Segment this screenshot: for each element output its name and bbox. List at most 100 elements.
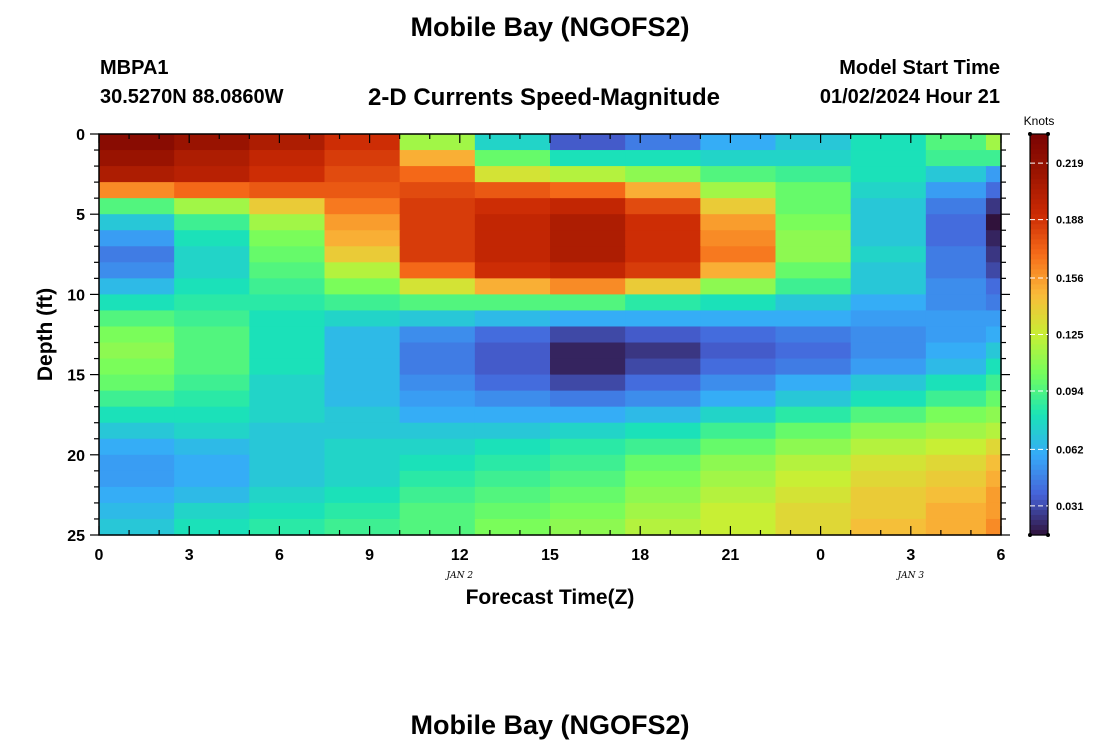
heatmap-cell [700, 166, 777, 183]
date-label: JAN 2 [445, 571, 474, 581]
heatmap-cell [925, 246, 987, 263]
heatmap-cell [700, 486, 777, 504]
heatmap-cell [775, 406, 852, 424]
y-tick-label: 20 [67, 448, 85, 465]
heatmap-cell [550, 230, 626, 247]
colorbar-tick-label: 0.219 [1056, 158, 1084, 170]
colorbar-segment [1030, 529, 1048, 536]
colorbar-corner-dot [1046, 132, 1050, 136]
heatmap-cell [249, 470, 326, 488]
heatmap-cell [474, 198, 551, 215]
heatmap-cell [700, 294, 777, 312]
heatmap-cell [700, 358, 777, 376]
heatmap-cell [99, 518, 175, 536]
heatmap-cell [850, 134, 927, 151]
colorbar-segment [1030, 524, 1048, 531]
heatmap-cell [985, 470, 1002, 488]
heatmap-cell [174, 262, 250, 279]
heatmap-cell [700, 198, 777, 215]
heatmap-cell [850, 374, 927, 392]
heatmap-cell [625, 278, 701, 295]
x-tick-label: 0 [816, 547, 825, 564]
heatmap-cell [324, 214, 401, 231]
colorbar-segment [1030, 489, 1048, 496]
colorbar-segment [1030, 214, 1048, 220]
heatmap-cell [850, 502, 927, 520]
heatmap-cell [925, 198, 987, 215]
heatmap-cell [174, 214, 250, 231]
heatmap-cell [174, 406, 250, 424]
colorbar-segment [1030, 209, 1048, 215]
heatmap-cell [925, 182, 987, 199]
colorbar-segment [1030, 149, 1048, 155]
heatmap-cell [625, 310, 701, 328]
colorbar-segment [1030, 139, 1048, 145]
heatmap-cell [775, 230, 852, 247]
colorbar-segment [1030, 504, 1048, 511]
heatmap-cell [985, 134, 1002, 151]
heatmap-cell [474, 134, 551, 151]
heatmap-cell [925, 502, 987, 520]
heatmap-cell [925, 518, 987, 536]
heatmap-cell [625, 326, 701, 344]
heatmap-cell [550, 502, 626, 520]
heatmap-cell [925, 342, 987, 360]
heatmap-cell [249, 150, 326, 167]
heatmap-cell [850, 358, 927, 376]
colorbar-segment [1030, 424, 1048, 431]
heatmap-cell [985, 166, 1002, 183]
heatmap-cell [99, 470, 175, 488]
colorbar-segment [1030, 254, 1048, 260]
heatmap-cell [850, 150, 927, 167]
colorbar-segment [1030, 454, 1048, 461]
heatmap-cell [99, 454, 175, 472]
colorbar-segment [1030, 479, 1048, 486]
heatmap-cell [550, 246, 626, 263]
heatmap-cell [700, 374, 777, 392]
heatmap-cell [700, 422, 777, 440]
heatmap-cell [174, 422, 250, 440]
heatmap-cell [550, 326, 626, 344]
heatmap-cell [925, 374, 987, 392]
heatmap-cell [324, 406, 401, 424]
heatmap-cell [324, 342, 401, 360]
heatmap-cell [625, 470, 701, 488]
heatmap-cell [700, 214, 777, 231]
heatmap-cell [925, 470, 987, 488]
heatmap-cell [700, 390, 777, 408]
heatmap-cell [399, 454, 476, 472]
heatmap-cell [249, 214, 326, 231]
heatmap-cell [625, 342, 701, 360]
heatmap-cell [324, 454, 401, 472]
heatmap-cell [775, 262, 852, 279]
colorbar-corner-dot [1028, 533, 1032, 537]
heatmap-cell [399, 230, 476, 247]
colorbar-segment [1030, 174, 1048, 180]
heatmap-cell [474, 358, 551, 376]
colorbar-segment [1030, 159, 1048, 165]
colorbar-segment [1030, 339, 1048, 346]
heatmap-cell [324, 166, 401, 183]
heatmap-cell [550, 182, 626, 199]
heatmap-cell [474, 326, 551, 344]
heatmap-cell [474, 390, 551, 408]
heatmap-cell [474, 310, 551, 328]
heatmap-cell [174, 246, 250, 263]
colorbar: 0.031 0.062 0.094 0.125 0.156 0.188 0.219 Knots [1024, 114, 1084, 537]
heatmap-cell [925, 454, 987, 472]
colorbar-segment [1030, 404, 1048, 411]
heatmap-cell [550, 422, 626, 440]
heatmap-cell [850, 342, 927, 360]
heatmap-cell [324, 310, 401, 328]
heatmap-cell [850, 214, 927, 231]
colorbar-segment [1030, 199, 1048, 205]
heatmap-cell [550, 438, 626, 456]
heatmap-cell [775, 486, 852, 504]
x-axis: 0 3 6 9 12 15 18 21 0 3 6 JAN 2 JAN 3 [95, 134, 1006, 581]
heatmap-cell [249, 374, 326, 392]
colorbar-segment [1030, 279, 1048, 285]
heatmap-cell [775, 150, 852, 167]
heatmap-cell [324, 326, 401, 344]
heatmap-cell [625, 406, 701, 424]
colorbar-segment [1030, 429, 1048, 436]
